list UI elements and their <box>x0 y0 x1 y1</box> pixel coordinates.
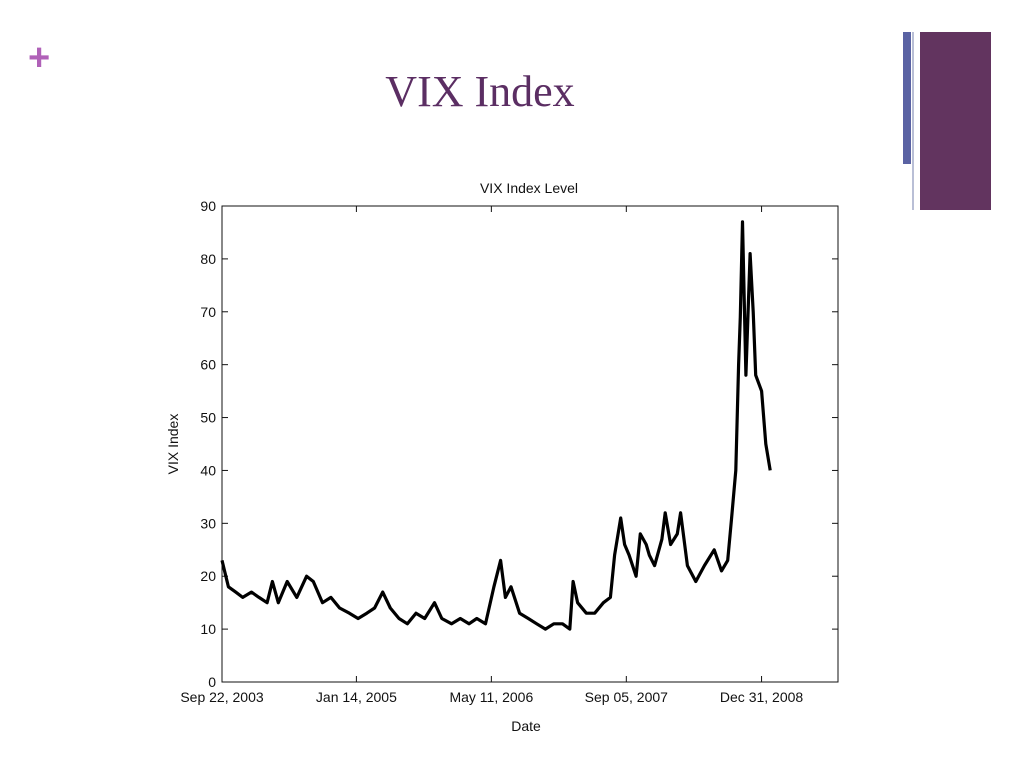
y-tick-label: 10 <box>200 621 216 637</box>
decorative-bar <box>903 32 911 164</box>
y-axis: 0 10 20 30 40 50 60 70 80 90 <box>200 198 838 690</box>
x-tick-label: Jan 14, 2005 <box>316 689 397 705</box>
x-axis-label: Date <box>511 718 541 734</box>
x-tick-label: Dec 31, 2008 <box>720 689 803 705</box>
chart-title: VIX Index Level <box>480 180 578 196</box>
vix-series-line <box>220 220 772 631</box>
y-tick-label: 90 <box>200 198 216 214</box>
plot-area <box>221 205 839 683</box>
y-tick-label: 60 <box>200 357 216 373</box>
decorative-block <box>920 32 991 210</box>
plus-icon: + <box>28 37 51 79</box>
slide-title: VIX Index <box>385 67 575 116</box>
y-tick-label: 40 <box>200 462 216 478</box>
y-tick-label: 50 <box>200 410 216 426</box>
y-tick-label: 30 <box>200 515 216 531</box>
y-axis-label: VIX Index <box>165 414 181 475</box>
y-tick-label: 0 <box>208 674 216 690</box>
x-axis: Sep 22, 2003 Jan 14, 2005 May 11, 2006 Sep … <box>180 206 803 705</box>
x-tick-label: Sep 05, 2007 <box>585 689 669 705</box>
x-tick-label: Sep 22, 2003 <box>180 689 264 705</box>
decorative-line <box>912 32 914 210</box>
y-tick-label: 70 <box>200 304 216 320</box>
y-tick-label: 80 <box>200 251 216 267</box>
y-tick-label: 20 <box>200 568 216 584</box>
x-tick-label: May 11, 2006 <box>449 689 533 705</box>
